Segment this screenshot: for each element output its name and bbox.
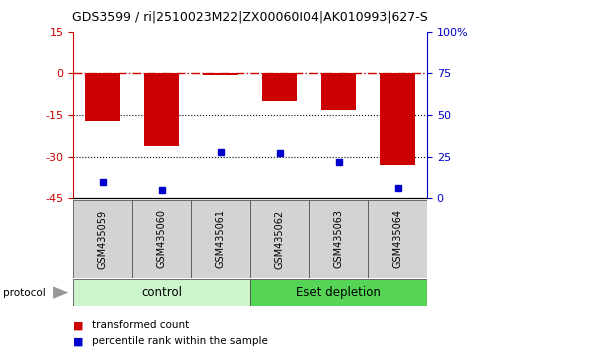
Polygon shape [53,286,68,299]
Text: GSM435062: GSM435062 [274,209,285,269]
Bar [380,74,415,165]
Bar [309,200,368,278]
Text: ■: ■ [73,336,84,346]
Bar [250,279,427,306]
Bar [132,200,191,278]
Text: GSM435064: GSM435064 [392,210,403,268]
Bar [73,279,250,306]
Text: GSM435059: GSM435059 [98,209,108,269]
Text: control: control [141,286,182,299]
Bar [73,200,132,278]
Text: transformed count: transformed count [92,320,188,330]
Bar [250,200,309,278]
Bar [368,200,427,278]
Text: percentile rank within the sample: percentile rank within the sample [92,336,267,346]
Text: GSM435060: GSM435060 [157,210,167,268]
Text: GSM435061: GSM435061 [215,210,226,268]
Text: GSM435063: GSM435063 [334,210,343,268]
Bar [85,74,120,121]
Bar [144,74,179,145]
Bar [191,200,250,278]
Text: GDS3599 / ri|2510023M22|ZX00060I04|AK010993|627-S: GDS3599 / ri|2510023M22|ZX00060I04|AK010… [72,11,428,24]
Bar [262,74,297,101]
Bar [321,74,356,109]
Text: protocol: protocol [3,287,46,298]
Text: Eset depletion: Eset depletion [296,286,381,299]
Bar [203,74,239,75]
Text: ■: ■ [73,320,84,330]
